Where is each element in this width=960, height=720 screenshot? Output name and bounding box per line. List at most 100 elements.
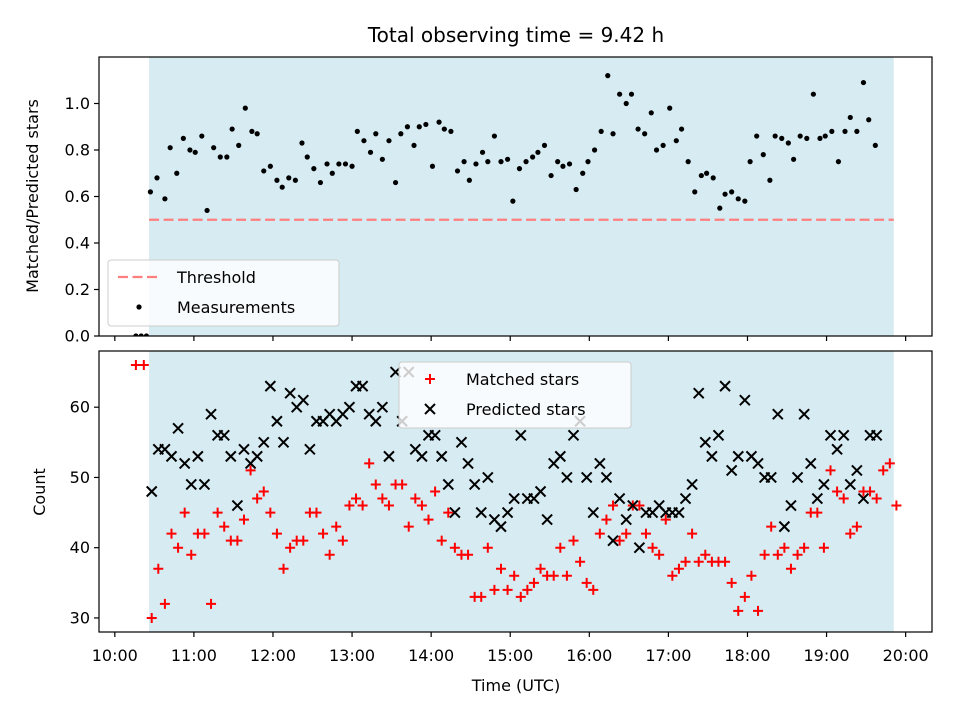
predicted-stars-point [837,429,850,442]
measurement-point [423,121,429,128]
measurement-point [329,170,335,176]
measurement-point [311,166,317,172]
measurement-point [653,147,660,153]
predicted-stars-point [567,429,580,442]
matched-stars-point [818,542,829,553]
x-tick-label: 15:00 [487,646,533,665]
predicted-stars-point [462,457,474,470]
measurement-point [692,189,698,195]
measurement-point [535,149,541,155]
predicted-stars-point [613,492,626,505]
measurement-point [286,175,292,181]
measurement-point [342,161,349,167]
legend-matched-swatch [425,374,435,384]
predicted-stars-point [534,485,547,498]
predicted-stars-point [165,450,178,463]
predicted-stars-point [857,492,870,505]
measurement-point [854,128,860,134]
matched-stars-point [799,542,810,553]
measurement-point [454,168,461,174]
predicted-stars-point [541,513,553,526]
measurement-point [224,154,230,160]
y-tick-label: 0.0 [65,327,90,346]
matched-stars-point [278,563,289,574]
matched-stars-point [785,563,796,574]
measurement-point [242,105,248,111]
matched-stars-point [739,591,750,602]
predicted-stars-point [455,436,468,449]
measurement-point [779,135,785,141]
matched-stars-point [318,528,329,539]
measurement-point [648,110,654,116]
legend-matched-label: Matched stars [466,370,579,389]
measurement-point [180,135,186,141]
matched-stars-point [673,563,684,574]
measurement-point [167,145,173,151]
measurement-point [628,91,635,97]
matched-stars-point [206,598,217,609]
matched-stars-point [377,493,388,504]
measurement-point [660,142,666,148]
matched-stars-point [199,528,210,539]
matched-stars-point [594,528,605,539]
measurement-point [860,79,867,86]
measurement-point [162,196,168,202]
measurement-point [610,131,616,137]
measurement-point [367,149,374,155]
matched-stars-point [561,570,572,581]
ratio-legend: Threshold Measurements [107,259,340,327]
predicted-stars-point [495,520,507,533]
matched-stars-point [865,486,876,497]
predicted-stars-point [699,436,712,449]
matched-stars-point [449,542,460,553]
matched-stars-point [884,458,895,469]
measurement-point [236,142,242,148]
measurement-point [211,145,217,151]
predicted-stars-point [620,513,632,526]
measurement-point [361,138,367,144]
predicted-stars-point [732,450,744,463]
predicted-stars-point [679,492,692,505]
measurement-point [530,154,536,160]
measurement-point [617,91,623,97]
predicted-stars-point [818,478,830,491]
matched-stars-point [370,479,381,490]
measurement-point [448,128,454,134]
measurement-point [416,124,422,130]
matched-stars-point [588,584,599,595]
matched-stars-point [416,500,427,511]
measurement-point [354,128,360,134]
measurement-point [667,105,673,111]
measurement-point [267,163,273,169]
measurement-point [299,140,305,146]
y-tick-label: 50 [70,468,90,487]
matched-stars-point [351,493,362,504]
predicted-stars-point [752,457,764,470]
predicted-stars-point [594,457,606,470]
predicted-stars-point [264,380,277,392]
measurement-point [349,163,355,169]
matched-stars-point [851,521,862,532]
matched-stars-point [568,535,579,546]
predicted-stars-point [356,380,369,392]
predicted-stars-point [271,415,283,427]
measurement-point [810,91,816,97]
legend-measurements-swatch [136,304,142,310]
measurement-point [154,175,160,181]
measurement-point [336,161,342,167]
measurement-point [392,179,399,186]
measurement-point [804,135,810,141]
matched-stars-point [647,542,658,553]
x-tick-label: 17:00 [645,646,691,665]
measurement-point [605,73,611,79]
matched-stars-point [502,584,513,595]
x-tick-label: 11:00 [171,646,217,665]
measurement-point [373,131,379,137]
predicted-stars-point [778,520,791,533]
measurement-point [678,126,685,132]
matched-stars-point [680,556,691,567]
matched-stars-point [555,542,566,553]
measurement-point [797,133,803,139]
x-tick-label: 20:00 [883,646,929,665]
